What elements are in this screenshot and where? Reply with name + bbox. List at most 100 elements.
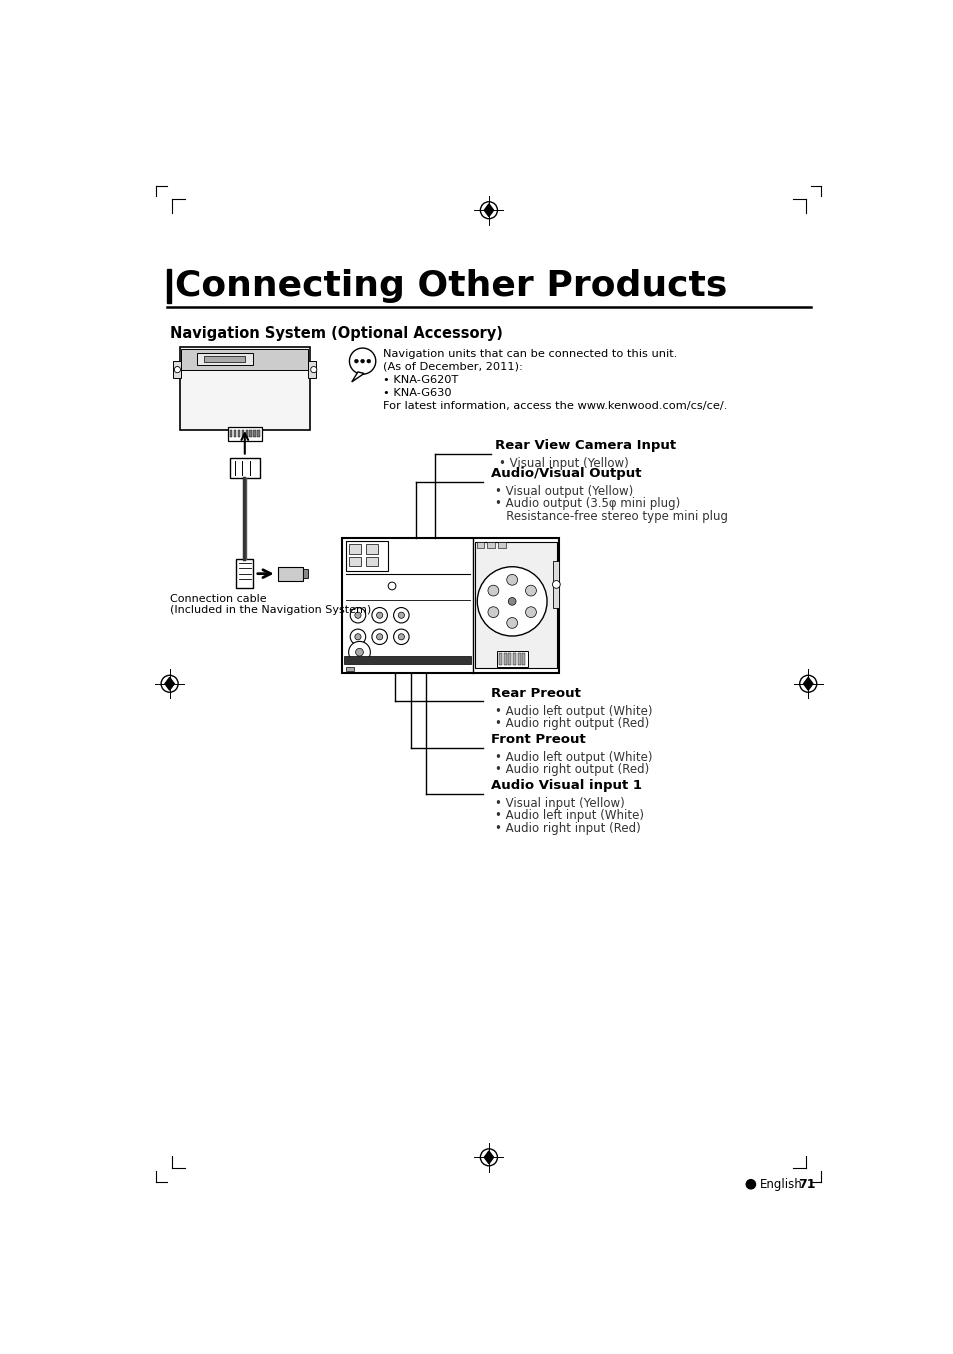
Bar: [253, 429, 255, 437]
Text: Rear View Camera Input: Rear View Camera Input: [495, 439, 676, 452]
Text: Front Preout: Front Preout: [491, 733, 585, 746]
Bar: [303, 569, 307, 578]
Polygon shape: [352, 372, 364, 382]
Circle shape: [508, 597, 516, 605]
Circle shape: [367, 359, 371, 363]
Circle shape: [476, 567, 546, 636]
Text: • Audio left output (White): • Audio left output (White): [495, 704, 652, 718]
Bar: [257, 429, 259, 437]
Circle shape: [372, 630, 387, 645]
Bar: [476, 542, 484, 548]
Circle shape: [480, 1148, 497, 1166]
Text: English: English: [759, 1178, 801, 1190]
Text: For latest information, access the www.kenwood.com/cs/ce/.: For latest information, access the www.k…: [382, 401, 726, 412]
Bar: [348, 556, 360, 566]
Circle shape: [487, 607, 498, 617]
Bar: [228, 428, 261, 441]
Bar: [233, 429, 236, 437]
Text: Navigation units that can be connected to this unit.: Navigation units that can be connected t…: [382, 349, 677, 359]
Bar: [179, 347, 310, 431]
Circle shape: [350, 630, 365, 645]
Bar: [365, 556, 377, 566]
Bar: [308, 362, 315, 378]
Bar: [345, 542, 388, 570]
Circle shape: [745, 1179, 755, 1189]
Circle shape: [506, 574, 517, 585]
Bar: [278, 567, 303, 581]
Bar: [236, 559, 253, 588]
Bar: [513, 653, 516, 665]
Text: (As of December, 2011):: (As of December, 2011):: [382, 362, 522, 372]
Text: • Audio right output (Red): • Audio right output (Red): [495, 764, 649, 776]
Bar: [508, 653, 511, 665]
Polygon shape: [484, 204, 493, 217]
Bar: [498, 653, 501, 665]
Circle shape: [355, 612, 360, 619]
Polygon shape: [802, 677, 812, 691]
Circle shape: [372, 608, 387, 623]
Circle shape: [525, 607, 536, 617]
Bar: [487, 542, 495, 548]
Polygon shape: [165, 677, 174, 691]
Bar: [204, 356, 245, 362]
Text: • Audio output (3.5φ mini plug): • Audio output (3.5φ mini plug): [495, 497, 679, 510]
Circle shape: [799, 676, 816, 692]
Bar: [553, 562, 558, 608]
Bar: [181, 349, 308, 371]
Bar: [342, 539, 558, 673]
Circle shape: [388, 582, 395, 590]
Text: • Audio left input (White): • Audio left input (White): [495, 810, 643, 822]
Text: Resistance-free stereo type mini plug: Resistance-free stereo type mini plug: [495, 509, 727, 523]
Circle shape: [161, 676, 178, 692]
Text: (Included in the Navigation System): (Included in the Navigation System): [170, 605, 371, 615]
Bar: [497, 651, 527, 666]
Bar: [365, 544, 377, 554]
Text: • KNA-G620T: • KNA-G620T: [382, 375, 457, 385]
Circle shape: [506, 617, 517, 628]
Text: Audio Visual input 1: Audio Visual input 1: [491, 780, 641, 792]
Bar: [245, 429, 248, 437]
Circle shape: [355, 634, 360, 640]
Text: 71: 71: [798, 1178, 815, 1190]
Text: • Audio right output (Red): • Audio right output (Red): [495, 716, 649, 730]
Circle shape: [376, 634, 382, 640]
Circle shape: [525, 585, 536, 596]
Bar: [348, 544, 360, 554]
Text: Navigation System (Optional Accessory): Navigation System (Optional Accessory): [170, 326, 502, 341]
Circle shape: [349, 348, 375, 374]
Circle shape: [397, 634, 404, 640]
Text: Connection cable: Connection cable: [170, 594, 266, 604]
Circle shape: [355, 649, 363, 657]
Bar: [173, 362, 181, 378]
Circle shape: [360, 359, 364, 363]
Bar: [237, 429, 240, 437]
Bar: [196, 353, 253, 366]
Bar: [241, 429, 244, 437]
Bar: [503, 653, 506, 665]
Circle shape: [348, 642, 370, 663]
Bar: [346, 666, 354, 672]
Circle shape: [311, 367, 316, 372]
Bar: [497, 542, 505, 548]
Circle shape: [394, 608, 409, 623]
Bar: [230, 458, 259, 478]
Text: Audio/Visual Output: Audio/Visual Output: [491, 467, 641, 481]
Text: • Audio right input (Red): • Audio right input (Red): [495, 822, 640, 834]
Text: Rear Preout: Rear Preout: [491, 686, 580, 700]
Bar: [230, 429, 233, 437]
Circle shape: [552, 581, 559, 588]
Bar: [475, 542, 557, 668]
Circle shape: [394, 630, 409, 645]
Text: • KNA-G630: • KNA-G630: [382, 389, 451, 398]
Circle shape: [174, 367, 180, 372]
Circle shape: [487, 585, 498, 596]
Polygon shape: [484, 1151, 493, 1163]
Bar: [521, 653, 525, 665]
Text: • Visual output (Yellow): • Visual output (Yellow): [495, 485, 633, 498]
Bar: [249, 429, 252, 437]
Text: • Visual input (Yellow): • Visual input (Yellow): [498, 456, 628, 470]
Text: • Audio left output (White): • Audio left output (White): [495, 750, 652, 764]
Bar: [167, 268, 171, 303]
Bar: [344, 657, 471, 663]
Text: • Visual input (Yellow): • Visual input (Yellow): [495, 798, 624, 810]
